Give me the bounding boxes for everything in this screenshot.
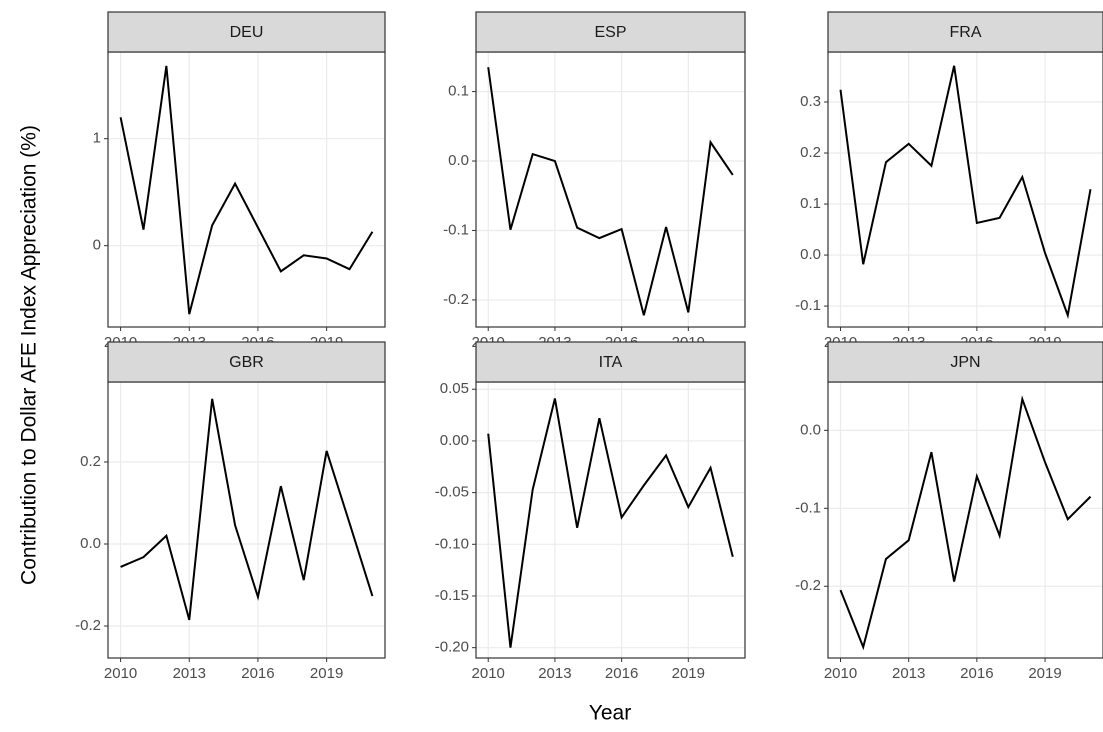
- y-tick-label: 0.0: [800, 246, 821, 263]
- strip-text: FRA: [950, 24, 982, 41]
- strip: [827, 341, 1103, 383]
- panel-background: [828, 382, 1103, 658]
- y-tick-label: 0.0: [800, 421, 821, 438]
- x-tick-label: 2010: [472, 665, 505, 682]
- x-tick-label: 2016: [605, 665, 638, 682]
- y-tick-label: 0.05: [440, 380, 469, 397]
- x-tick-label: 2019: [672, 665, 705, 682]
- strip: [107, 341, 386, 383]
- y-axis-title: Contribution to Dollar AFE Index Appreci…: [18, 125, 41, 585]
- panel-background: [108, 382, 385, 658]
- y-tick-label: -0.1: [795, 297, 821, 314]
- y-tick-label: -0.20: [435, 639, 469, 656]
- y-tick-label: 0.2: [800, 144, 821, 161]
- panel-background: [828, 52, 1103, 327]
- strip: [107, 11, 386, 53]
- x-tick-label: 2013: [538, 665, 571, 682]
- x-tick-label: 2016: [960, 665, 993, 682]
- panel-background: [476, 382, 745, 658]
- panel-background: [108, 52, 385, 327]
- y-tick-label: -0.1: [443, 221, 469, 238]
- data-line: [487, 398, 734, 648]
- y-tick-label: 0.0: [80, 535, 101, 552]
- strip-text: ESP: [594, 24, 626, 41]
- panel-background: [476, 52, 745, 327]
- strip-text: JPN: [950, 354, 980, 371]
- strip: [475, 341, 746, 383]
- strip: [475, 11, 746, 53]
- data-line: [119, 65, 374, 315]
- y-tick-label: -0.10: [435, 535, 469, 552]
- y-tick-label: 0: [93, 237, 101, 254]
- x-tick-label: 2016: [241, 665, 274, 682]
- data-line: [487, 67, 734, 316]
- y-tick-label: -0.1: [795, 499, 821, 516]
- strip: [827, 11, 1103, 53]
- y-tick-label: -0.2: [795, 577, 821, 594]
- y-tick-label: -0.2: [443, 291, 469, 308]
- x-tick-label: 2019: [310, 665, 343, 682]
- x-tick-label: 2019: [1028, 665, 1061, 682]
- x-tick-label: 2013: [173, 665, 206, 682]
- y-tick-label: 0.0: [448, 152, 469, 169]
- x-tick-label: 2013: [892, 665, 925, 682]
- strip-text: DEU: [230, 24, 264, 41]
- y-tick-label: 0.2: [80, 453, 101, 470]
- y-tick-label: 0.1: [448, 83, 469, 100]
- y-tick-label: 0.1: [800, 195, 821, 212]
- x-axis-title: Year: [589, 702, 631, 725]
- strip-text: ITA: [599, 354, 623, 371]
- y-tick-label: -0.2: [75, 617, 101, 634]
- data-line: [120, 398, 374, 621]
- strip-text: GBR: [229, 354, 264, 371]
- y-tick-label: 0.3: [800, 93, 821, 110]
- data-line: [839, 395, 1092, 651]
- y-tick-label: -0.05: [435, 484, 469, 501]
- y-tick-label: -0.15: [435, 587, 469, 604]
- y-tick-label: 1: [93, 130, 101, 147]
- data-line: [839, 65, 1092, 320]
- x-tick-label: 2010: [824, 665, 857, 682]
- y-tick-label: 0.00: [440, 432, 469, 449]
- x-tick-label: 2010: [104, 665, 137, 682]
